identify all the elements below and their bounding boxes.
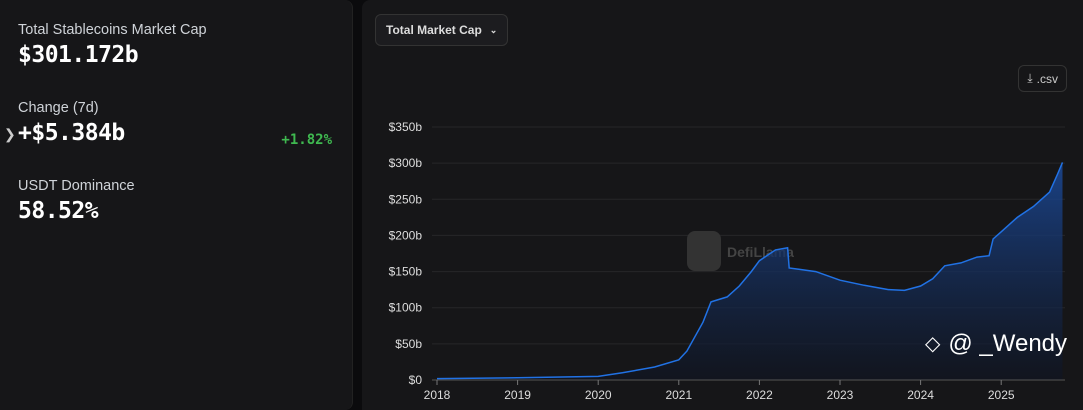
stats-panel: Total Stablecoins Market Cap $301.172b ❯… (0, 0, 353, 410)
dominance-value: 58.52% (18, 198, 99, 224)
x-tick-label: 2018 (424, 388, 451, 402)
dominance-label: USDT Dominance (18, 178, 135, 194)
y-tick-label: $350b (389, 120, 423, 134)
binance-logo-icon: ◇ (925, 333, 941, 355)
x-tick-label: 2023 (827, 388, 854, 402)
x-tick-label: 2025 (988, 388, 1015, 402)
watermark-user: @ _Wendy (948, 330, 1068, 357)
total-market-cap-value: $301.172b (18, 42, 139, 68)
dropdown-label: Total Market Cap (386, 23, 482, 37)
x-tick-label: 2024 (907, 388, 934, 402)
x-tick-label: 2021 (665, 388, 692, 402)
chevron-down-icon: ⌄ (489, 24, 498, 35)
download-file-icon: ⤓ (1027, 71, 1033, 85)
y-tick-label: $300b (389, 156, 423, 170)
area-fill (437, 162, 1063, 380)
user-watermark: ◇ @ _Wendy (925, 330, 1067, 358)
chart-type-dropdown[interactable]: Total Market Cap ⌄ (375, 14, 509, 46)
x-tick-label: 2020 (585, 388, 612, 402)
y-tick-label: $0 (409, 373, 423, 387)
y-tick-label: $250b (389, 192, 423, 206)
series-line (436, 162, 1064, 380)
y-tick-label: $50b (395, 337, 422, 351)
chevron-right-icon[interactable]: ❯ (4, 126, 16, 142)
y-tick-label: $150b (389, 265, 423, 279)
change-label: Change (7d) (18, 100, 99, 116)
csv-download-button[interactable]: ⤓ .csv (1018, 65, 1067, 92)
x-tick-label: 2022 (746, 388, 773, 402)
csv-label: .csv (1036, 71, 1058, 86)
x-tick-label: 2019 (504, 388, 531, 402)
change-percent: +1.82% (281, 132, 332, 148)
change-value: +$5.384b (18, 120, 125, 146)
change-stat: Change (7d) +$5.384b (18, 100, 125, 146)
y-tick-label: $200b (389, 228, 423, 242)
total-market-cap-stat: Total Stablecoins Market Cap $301.172b (18, 22, 207, 68)
dominance-stat: USDT Dominance 58.52% (18, 178, 135, 224)
y-tick-label: $100b (389, 301, 423, 315)
total-market-cap-label: Total Stablecoins Market Cap (18, 22, 207, 38)
